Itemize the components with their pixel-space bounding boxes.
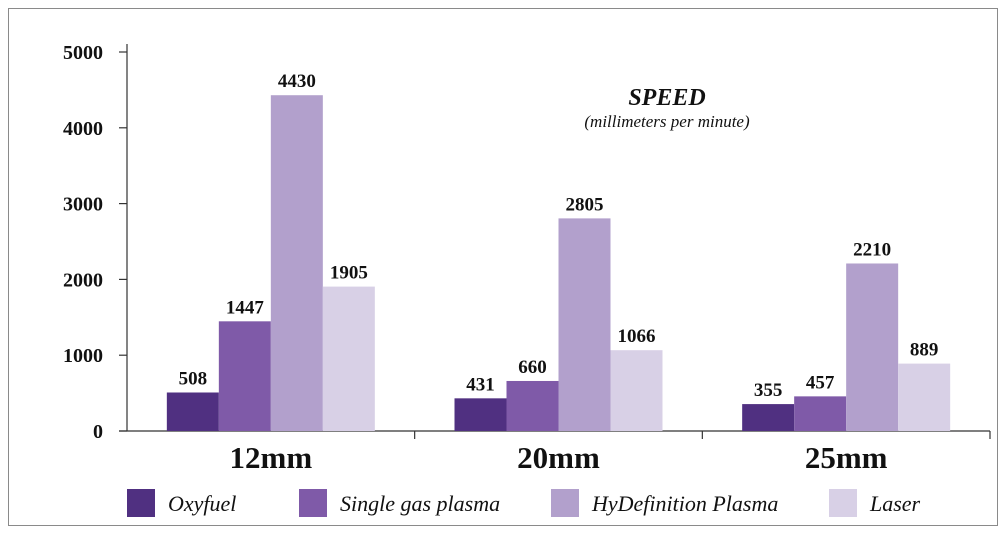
chart-frame <box>8 8 998 526</box>
data-label: 457 <box>806 372 835 393</box>
legend-label: HyDefinition Plasma <box>591 491 778 516</box>
legend-swatch <box>551 489 579 517</box>
data-label: 508 <box>179 368 208 389</box>
data-label: 2805 <box>566 194 604 215</box>
y-tick-label: 0 <box>93 421 103 443</box>
bar-oxyfuel <box>454 398 507 431</box>
y-tick-label: 1000 <box>63 345 103 367</box>
bar-laser <box>610 350 663 431</box>
data-labels: 508 1447 4430 1905 431 660 2805 1066 355 457 2210 8… <box>179 71 939 401</box>
chart-title: SPEED <box>628 85 705 111</box>
legend-swatch <box>299 489 327 517</box>
data-label: 1066 <box>618 326 656 347</box>
data-label: 889 <box>910 340 939 361</box>
legend-swatch <box>829 489 857 517</box>
y-tick-label: 5000 <box>63 42 103 64</box>
x-category-label: 25mm <box>805 440 888 475</box>
bars <box>166 95 951 432</box>
legend-label: Oxyfuel <box>168 491 236 516</box>
bar-single-gas-plasma <box>218 321 271 431</box>
y-tick-label: 2000 <box>63 269 103 291</box>
chart-subtitle: (millimeters per minute) <box>584 112 750 131</box>
data-label: 660 <box>518 357 547 378</box>
legend-label: Laser <box>869 491 921 516</box>
data-label: 2210 <box>853 239 891 260</box>
bar-oxyfuel <box>742 404 795 431</box>
x-category-label: 20mm <box>517 440 600 475</box>
y-tick-label: 3000 <box>63 194 103 216</box>
data-label: 431 <box>466 374 495 395</box>
bar-single-gas-plasma <box>506 380 559 431</box>
data-label: 355 <box>754 380 783 401</box>
bar-hydefinition-plasma <box>846 263 899 431</box>
bar-laser <box>898 363 951 431</box>
bar-hydefinition-plasma <box>558 218 611 431</box>
data-label: 1905 <box>330 263 368 284</box>
data-label: 1447 <box>226 297 265 318</box>
data-label: 4430 <box>278 71 316 92</box>
y-tick-label: 4000 <box>63 118 103 140</box>
bar-hydefinition-plasma <box>270 95 323 432</box>
legend-label: Single gas plasma <box>340 491 500 516</box>
legend-swatch <box>127 489 155 517</box>
bar-single-gas-plasma <box>794 396 847 431</box>
bar-oxyfuel <box>166 392 219 431</box>
legend: Oxyfuel Single gas plasma HyDefinition Pla… <box>127 489 921 517</box>
bar-laser <box>322 286 375 431</box>
x-category-label: 12mm <box>230 440 313 475</box>
axes: 0 1000 2000 3000 4000 5000 12mm 20mm 25mm <box>63 42 991 475</box>
